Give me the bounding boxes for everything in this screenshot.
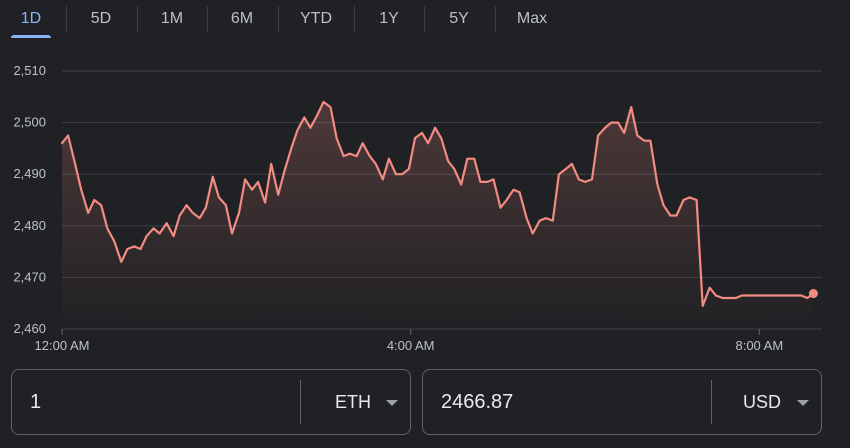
tab-1y[interactable]: 1Y [379,10,399,27]
x-tick-label: 4:00 AM [387,338,435,353]
y-tick-label: 2,460 [13,321,46,336]
y-tick-label: 2,500 [13,115,46,130]
tab-6m[interactable]: 6M [230,10,254,27]
chevron-down-icon[interactable] [386,400,398,406]
current-price-dot [808,289,818,299]
tab-divider [137,6,138,32]
y-tick-label: 2,510 [13,63,46,78]
x-axis: 12:00 AM 4:00 AM 8:00 AM [35,329,783,353]
tab-divider [495,6,496,32]
price-chart[interactable]: 2,460 2,470 2,480 2,490 2,500 2,510 12:00 AM 4… [0,45,850,360]
y-tick-label: 2,480 [13,218,46,233]
time-range-tabs: 1D 5D 1M 6M YTD 1Y 5Y Max [0,0,850,40]
tab-divider [424,6,425,32]
crypto-amount-input[interactable]: 1 [30,391,42,413]
x-tick-label: 12:00 AM [35,338,90,353]
fiat-unit-select[interactable]: USD [743,392,782,412]
tab-max[interactable]: Max [516,10,548,27]
x-tick-label: 8:00 AM [735,338,783,353]
tab-5y[interactable]: 5Y [449,10,469,27]
price-area-fill [62,102,814,329]
price-line [60,100,815,307]
tab-5d[interactable]: 5D [90,10,112,27]
y-tick-label: 2,470 [13,269,46,284]
tab-divider [354,6,355,32]
tab-divider [207,6,208,32]
tab-divider [278,6,279,32]
crypto-unit-select[interactable]: ETH [335,392,371,412]
fiat-amount-field: 2466.87 USD [422,369,822,435]
crypto-amount-field: 1 ETH [11,369,411,435]
active-tab-underline [11,35,51,38]
tab-ytd[interactable]: YTD [300,10,332,27]
y-tick-label: 2,490 [13,166,46,181]
tab-divider [66,6,67,32]
chevron-down-icon[interactable] [797,400,809,406]
tab-1m[interactable]: 1M [160,10,184,27]
fiat-amount-input[interactable]: 2466.87 [441,391,514,413]
tab-1d[interactable]: 1D [20,10,42,27]
field-divider [711,380,712,424]
y-axis: 2,460 2,470 2,480 2,490 2,500 2,510 [13,63,46,336]
field-divider [300,380,301,424]
